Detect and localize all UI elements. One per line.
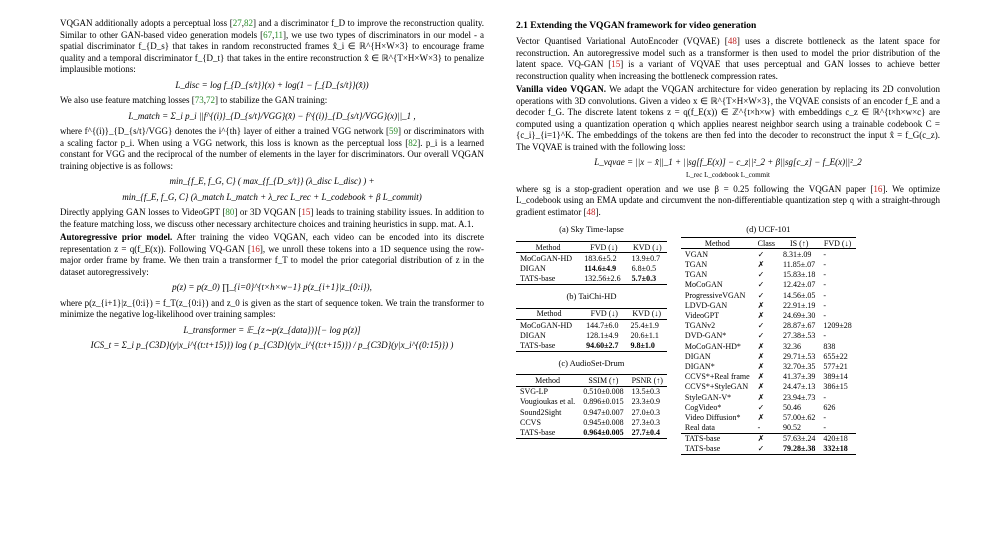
r-para-2: Vanilla video VQGAN. We adapt the VQGAN … (516, 84, 940, 153)
r-para-1: Vector Quantised Variational AutoEncoder… (516, 36, 940, 82)
page: VQGAN additionally adopts a perceptual l… (0, 0, 1000, 465)
para-4: Directly applying GAN losses to VideoGPT… (60, 207, 484, 230)
para-2: We also use feature matching losses [73,… (60, 95, 484, 107)
right-column: 2.1 Extending the VQGAN framework for vi… (516, 18, 940, 455)
section-heading: 2.1 Extending the VQGAN framework for vi… (516, 20, 940, 32)
left-column: VQGAN additionally adopts a perceptual l… (60, 18, 484, 455)
eq-ics: ICS_t = Σ_i p_{C3D}(y|x_i^{(t:t+15)}) lo… (60, 340, 484, 352)
caption-c: (c) AudioSet-Drum (516, 358, 667, 369)
eq-trans: L_transformer = 𝔼_{z∼p(z_{data})}[− log … (60, 325, 484, 337)
para-3: where f^{(i)}_{D_{s/t}/VGG} denotes the … (60, 126, 484, 172)
tables-wrap: (a) Sky Time-lapse MethodFVD (↓)KVD (↓) … (516, 222, 940, 455)
eq-disc: L_disc = log f_{D_{s/t}}(x) + log(1 − f_… (60, 80, 484, 92)
para-5: Autoregressive prior model. After traini… (60, 232, 484, 278)
para-1: VQGAN additionally adopts a perceptual l… (60, 18, 484, 76)
caption-d: (d) UCF-101 (681, 224, 856, 235)
eq-obj-a: min_{f_E, f_G, C} ( max_{f_{D_s/t}} (λ_d… (60, 176, 484, 188)
r-para-3: where sg is a stop-gradient operation an… (516, 184, 940, 219)
eq-obj-b: min_{f_E, f_G, C} (λ_match L_match + λ_r… (60, 192, 484, 204)
caption-a: (a) Sky Time-lapse (516, 224, 667, 235)
eq-match: L_match = Σ_i p_i ||f^{(i)}_{D_{s/t}/VGG… (60, 111, 484, 123)
para-6: where p(z_{i+1}|z_{0:i}) = f_T(z_{0:i}) … (60, 298, 484, 321)
eq-vqvae: L_vqvae = ||x − x̂||_1 + ||sg[f_E(x)] − … (516, 157, 940, 169)
caption-b: (b) TaiChi-HD (516, 291, 667, 302)
eq-vqvae-sub: L_rec L_codebook L_commit (516, 171, 940, 180)
table-d: MethodClassIS (↑)FVD (↓) VGAN✓8.31±.09-T… (681, 237, 856, 455)
table-c: MethodSSIM (↑)PSNR (↑) SVG-LP0.510±0.008… (516, 374, 667, 438)
eq-prior: p(z) = p(z_0) ∏_{i=0}^{t×h×w−1} p(z_{i+1… (60, 282, 484, 294)
table-a: MethodFVD (↓)KVD (↓) MoCoGAN-HD183.6±5.2… (516, 241, 667, 285)
table-b: MethodFVD (↓)KVD (↓) MoCoGAN-HD144.7±6.0… (516, 308, 667, 352)
